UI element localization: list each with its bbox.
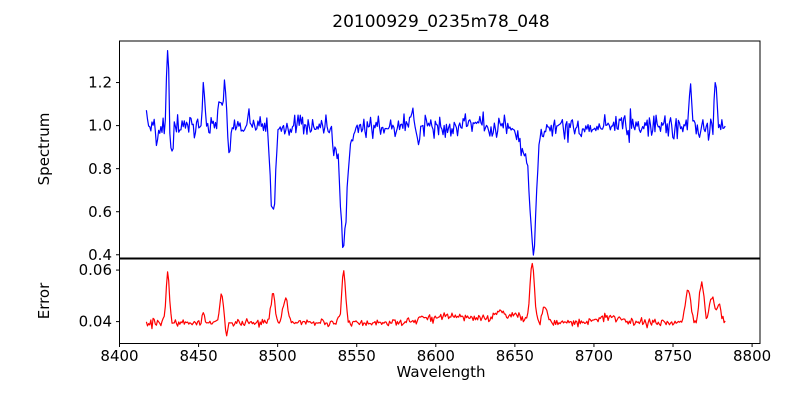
spectrum-y-tick-label: 1.2 [88,74,112,92]
spectrum-y-axis-label: Spectrum [35,112,53,186]
error-y-axis-label: Error [35,282,53,320]
error-y-tick-label: 0.06 [79,261,112,279]
spectrum-y-tick-label: 0.8 [88,160,112,178]
x-tick-label: 8600 [417,347,455,365]
x-tick-label: 8450 [179,347,217,365]
spectrum-y-tick-label: 0.4 [88,246,112,264]
x-tick-label: 8500 [259,347,297,365]
spectrum-y-tick-label: 1.0 [88,117,112,135]
x-tick-label: 8750 [654,347,692,365]
x-tick-label: 8800 [733,347,771,365]
error-axes-frame [119,258,761,344]
x-tick-label: 8700 [575,347,613,365]
x-tick-label: 8550 [338,347,376,365]
error-y-tick-label: 0.04 [79,313,112,331]
spectrum-y-tick-label: 0.6 [88,203,112,221]
error-line [145,262,726,337]
x-axis-label: Wavelength [396,363,486,381]
spectrum-axes-frame [119,40,761,259]
x-tick-label: 8650 [496,347,534,365]
chart-title: 20100929_0235m78_048 [332,12,550,32]
spectrum-line [145,50,726,256]
x-tick-label: 8400 [100,347,138,365]
